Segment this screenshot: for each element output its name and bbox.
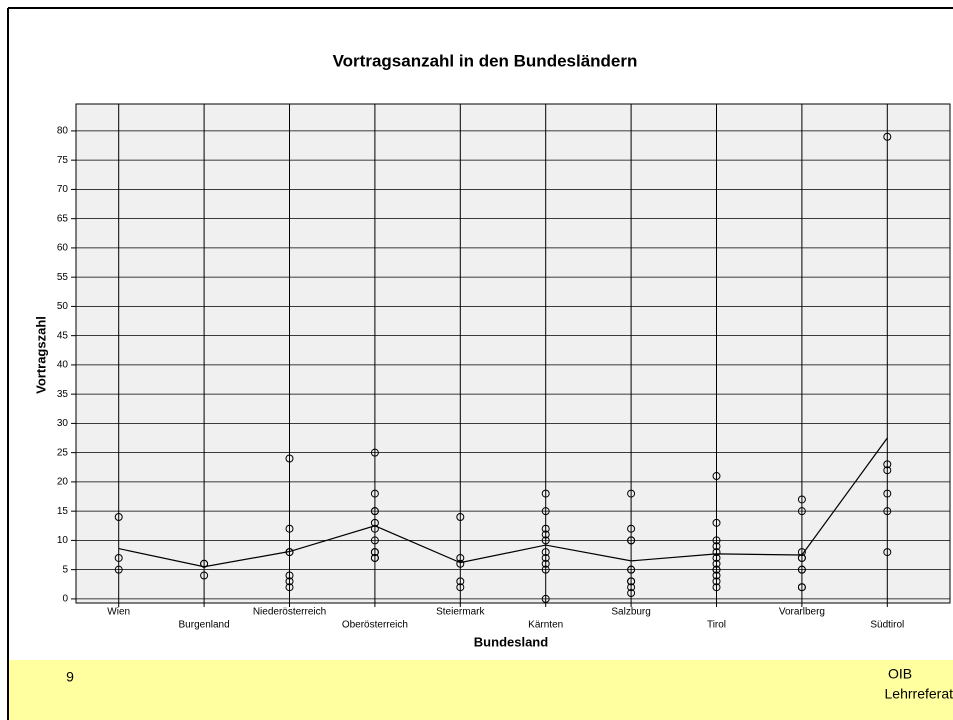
point bbox=[370, 507, 379, 516]
y-tick-label: 30 bbox=[57, 418, 69, 429]
point bbox=[541, 548, 550, 557]
y-tick-label: 50 bbox=[57, 301, 69, 312]
point bbox=[370, 548, 379, 557]
x-tick-label: Tirol bbox=[707, 620, 726, 631]
x-tick-label: Oberösterreich bbox=[342, 620, 408, 631]
point bbox=[456, 553, 465, 562]
point bbox=[627, 536, 636, 545]
y-tick-label: 10 bbox=[57, 535, 69, 546]
point bbox=[627, 589, 636, 598]
x-tick-label: Niederösterreich bbox=[253, 607, 326, 618]
x-tick-label: Kärnten bbox=[528, 620, 563, 631]
point bbox=[456, 559, 465, 568]
y-tick-label: 25 bbox=[57, 447, 69, 458]
y-tick-label: 15 bbox=[57, 506, 69, 517]
point bbox=[797, 565, 806, 574]
point bbox=[883, 548, 892, 557]
point bbox=[285, 583, 294, 592]
point bbox=[712, 565, 721, 574]
point bbox=[712, 536, 721, 545]
point bbox=[797, 583, 806, 592]
point bbox=[541, 565, 550, 574]
x-axis-title: Bundesland bbox=[474, 634, 548, 649]
y-tick-label: 5 bbox=[62, 564, 68, 575]
point bbox=[712, 577, 721, 586]
point bbox=[456, 577, 465, 586]
point bbox=[883, 132, 892, 141]
point bbox=[114, 553, 123, 562]
y-tick-label: 40 bbox=[57, 360, 69, 371]
page-number: 9 bbox=[66, 669, 74, 685]
x-tick-label: Wien bbox=[107, 607, 130, 618]
point bbox=[285, 577, 294, 586]
point bbox=[285, 524, 294, 533]
point bbox=[541, 536, 550, 545]
footer-org: OIB bbox=[888, 666, 912, 682]
point bbox=[712, 518, 721, 527]
x-tick-label: Südtirol bbox=[870, 620, 904, 631]
x-tick-label: Vorarlberg bbox=[779, 607, 825, 618]
point bbox=[541, 553, 550, 562]
point bbox=[541, 594, 550, 603]
point bbox=[883, 507, 892, 516]
y-tick-label: 65 bbox=[57, 213, 69, 224]
point bbox=[370, 553, 379, 562]
point bbox=[541, 524, 550, 533]
point bbox=[114, 565, 123, 574]
footer-band bbox=[8, 660, 953, 720]
mean-line bbox=[118, 437, 888, 568]
point bbox=[285, 454, 294, 463]
point bbox=[712, 472, 721, 481]
point bbox=[883, 489, 892, 498]
y-tick-label: 55 bbox=[57, 272, 69, 283]
x-tick-label: Burgenland bbox=[179, 620, 230, 631]
point bbox=[712, 542, 721, 551]
point bbox=[627, 583, 636, 592]
point bbox=[114, 513, 123, 522]
y-tick-label: 80 bbox=[57, 126, 69, 137]
point bbox=[627, 565, 636, 574]
y-tick-label: 75 bbox=[57, 155, 69, 166]
point bbox=[883, 460, 892, 469]
y-tick-label: 45 bbox=[57, 330, 69, 341]
point bbox=[456, 583, 465, 592]
point bbox=[712, 583, 721, 592]
footer-dept: Lehrreferat bbox=[885, 686, 953, 702]
point bbox=[285, 571, 294, 580]
x-tick-label: Steiermark bbox=[436, 607, 485, 618]
point bbox=[200, 571, 209, 580]
point bbox=[541, 507, 550, 516]
point bbox=[712, 571, 721, 580]
y-tick-label: 70 bbox=[57, 184, 69, 195]
point bbox=[627, 524, 636, 533]
point bbox=[370, 489, 379, 498]
point bbox=[456, 513, 465, 522]
y-tick-label: 60 bbox=[57, 243, 69, 254]
point bbox=[370, 448, 379, 457]
plot-area bbox=[75, 103, 951, 604]
point bbox=[712, 559, 721, 568]
point bbox=[627, 489, 636, 498]
y-axis-title: Vortragszahl bbox=[33, 316, 48, 394]
point bbox=[797, 495, 806, 504]
y-tick-label: 20 bbox=[57, 477, 69, 488]
point bbox=[541, 559, 550, 568]
point bbox=[797, 507, 806, 516]
x-tick-label: Salzburg bbox=[611, 607, 650, 618]
point bbox=[883, 466, 892, 475]
point bbox=[712, 548, 721, 557]
y-tick-label: 0 bbox=[62, 594, 68, 605]
point bbox=[541, 530, 550, 539]
point bbox=[541, 489, 550, 498]
chart-title: Vortragsanzahl in den Bundesländern bbox=[333, 51, 638, 70]
point bbox=[627, 577, 636, 586]
y-tick-label: 35 bbox=[57, 389, 69, 400]
point bbox=[370, 536, 379, 545]
